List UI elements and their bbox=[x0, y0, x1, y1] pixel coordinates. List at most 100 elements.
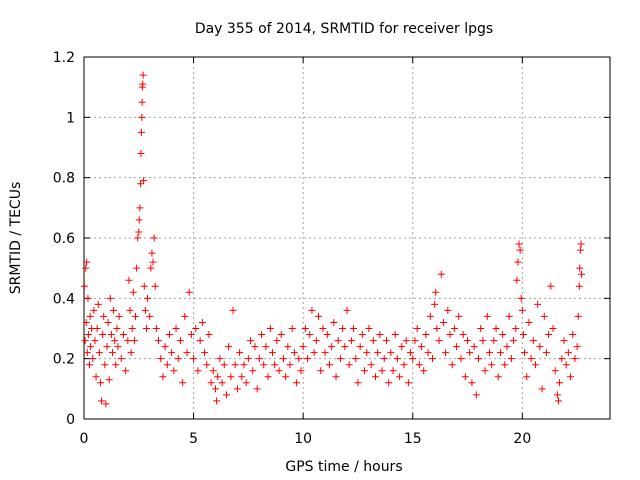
data-point bbox=[176, 337, 184, 345]
data-point bbox=[286, 361, 294, 369]
data-point bbox=[310, 349, 318, 357]
data-point bbox=[433, 325, 441, 332]
data-point bbox=[448, 361, 456, 369]
data-point bbox=[277, 331, 285, 339]
data-point bbox=[578, 270, 586, 278]
data-point bbox=[323, 331, 331, 339]
data-point bbox=[475, 355, 482, 363]
data-point bbox=[255, 355, 263, 363]
data-point bbox=[85, 361, 93, 369]
data-point bbox=[172, 325, 180, 332]
data-point bbox=[374, 349, 382, 357]
data-point bbox=[279, 355, 287, 363]
data-point bbox=[308, 306, 316, 314]
data-point bbox=[81, 337, 89, 345]
data-point bbox=[107, 331, 115, 339]
data-point bbox=[380, 355, 388, 363]
data-point bbox=[350, 325, 358, 332]
data-point bbox=[576, 246, 584, 254]
data-point bbox=[82, 318, 90, 326]
data-point bbox=[315, 312, 323, 320]
data-point bbox=[165, 331, 173, 339]
data-point bbox=[168, 349, 176, 357]
data-point bbox=[411, 337, 419, 345]
data-point bbox=[105, 376, 113, 384]
data-point bbox=[477, 325, 485, 332]
data-point bbox=[205, 331, 213, 339]
data-point bbox=[192, 325, 200, 332]
data-point bbox=[155, 337, 163, 345]
data-point bbox=[86, 312, 94, 320]
data-point bbox=[435, 337, 443, 345]
data-point bbox=[83, 258, 91, 266]
data-point bbox=[442, 349, 450, 357]
data-point bbox=[106, 294, 114, 302]
data-point bbox=[525, 318, 533, 326]
data-point bbox=[163, 361, 171, 369]
data-point bbox=[149, 258, 157, 266]
data-point bbox=[531, 361, 539, 369]
data-point bbox=[258, 331, 266, 339]
y-tick-label: 0.4 bbox=[53, 291, 75, 307]
y-axis-label: SRMTID / TECUs bbox=[8, 182, 24, 295]
data-point bbox=[297, 367, 305, 375]
data-point bbox=[111, 337, 119, 345]
data-point bbox=[385, 379, 393, 387]
data-point bbox=[422, 331, 430, 339]
data-point bbox=[420, 367, 428, 375]
data-point bbox=[138, 113, 146, 121]
data-point bbox=[231, 361, 239, 369]
data-point bbox=[99, 331, 107, 339]
data-point bbox=[124, 337, 132, 345]
data-point bbox=[95, 349, 103, 357]
data-point bbox=[538, 385, 546, 393]
data-point bbox=[133, 264, 141, 272]
data-point bbox=[139, 71, 147, 79]
data-point bbox=[80, 282, 88, 290]
data-point bbox=[446, 331, 454, 339]
data-point bbox=[140, 177, 148, 185]
data-point bbox=[378, 367, 386, 375]
data-point bbox=[122, 367, 130, 375]
x-tick-label: 15 bbox=[404, 431, 422, 447]
data-point bbox=[517, 294, 525, 302]
data-point bbox=[94, 300, 102, 308]
data-point bbox=[444, 306, 452, 314]
y-tick-label: 0.2 bbox=[53, 352, 75, 368]
data-point bbox=[187, 331, 195, 339]
data-point bbox=[141, 306, 149, 314]
data-point bbox=[229, 306, 237, 314]
data-point bbox=[494, 373, 502, 381]
data-point bbox=[144, 294, 152, 302]
data-point bbox=[367, 361, 375, 369]
data-point bbox=[409, 355, 417, 363]
data-point bbox=[100, 312, 108, 320]
data-point bbox=[560, 337, 568, 345]
data-point bbox=[426, 312, 434, 320]
data-point bbox=[424, 349, 432, 357]
data-point bbox=[209, 367, 217, 375]
data-point bbox=[361, 367, 369, 375]
data-point bbox=[571, 355, 579, 363]
data-point bbox=[400, 361, 408, 369]
data-point bbox=[319, 325, 327, 332]
x-tick-label: 10 bbox=[294, 431, 312, 447]
data-point bbox=[203, 361, 211, 369]
data-point bbox=[262, 343, 270, 351]
y-tick-label: 1 bbox=[66, 110, 75, 126]
data-point bbox=[398, 343, 406, 351]
data-point bbox=[345, 361, 353, 369]
data-point bbox=[115, 312, 123, 320]
data-point bbox=[343, 306, 351, 314]
data-point bbox=[514, 258, 522, 266]
data-point bbox=[347, 337, 355, 345]
data-point bbox=[275, 367, 283, 375]
data-point bbox=[356, 343, 364, 351]
data-point bbox=[273, 337, 281, 345]
y-tick-label: 0 bbox=[66, 412, 75, 428]
data-point bbox=[556, 379, 564, 387]
data-point bbox=[485, 349, 493, 357]
data-point bbox=[402, 337, 410, 345]
data-point bbox=[161, 343, 169, 351]
